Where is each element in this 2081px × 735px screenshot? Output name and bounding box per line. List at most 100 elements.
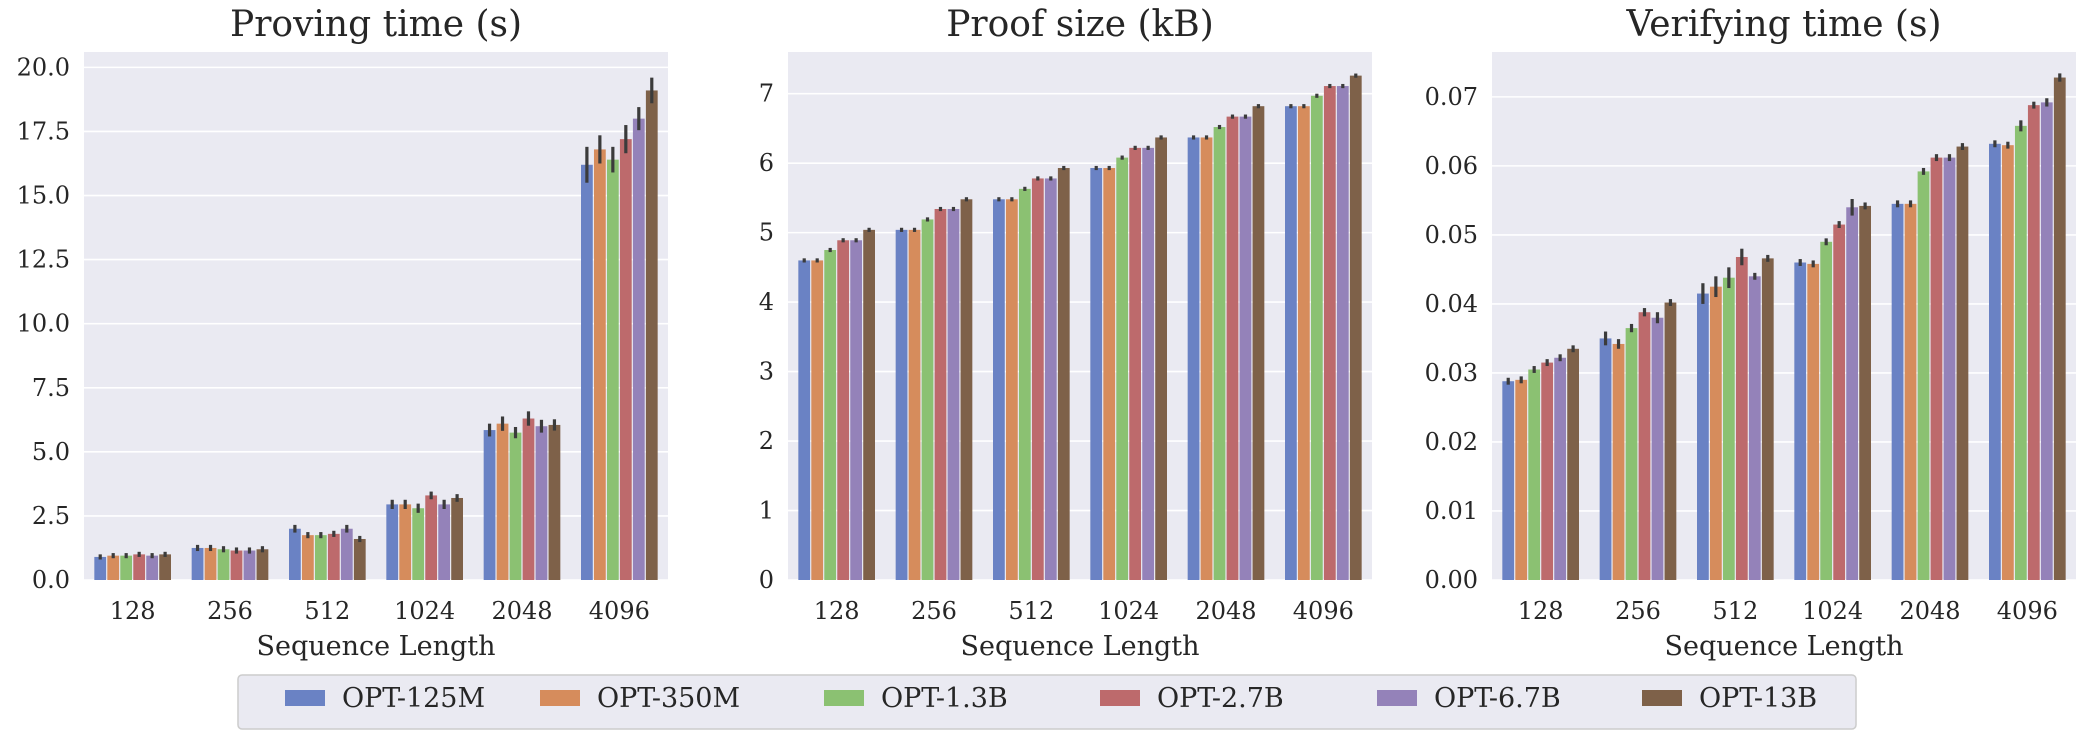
bars — [1502, 77, 2066, 581]
bar — [256, 549, 269, 580]
x-tick-label: 256 — [1615, 597, 1661, 625]
y-tick-label: 12.5 — [17, 246, 70, 274]
x-tick-label: 1024 — [1098, 597, 1159, 625]
bar — [934, 209, 947, 580]
chart-verifying-time: Verifying time (s) 0.000.010.020.030.040… — [1425, 4, 2076, 662]
bar — [1599, 338, 1612, 580]
bar — [1103, 168, 1116, 580]
bar — [159, 554, 171, 580]
bar — [1018, 188, 1031, 580]
chart-proving-time: Proving time (s) 0.0 2.5 5.0 7.5 10.0 12.5 15.… — [17, 4, 668, 662]
y-tick-label: 6 — [759, 149, 774, 177]
bar — [1239, 116, 1252, 580]
bar — [2027, 105, 2040, 581]
bar — [1116, 157, 1129, 580]
bar — [1904, 203, 1917, 580]
bar — [1748, 276, 1761, 580]
plot-area — [84, 52, 668, 580]
bar — [230, 550, 243, 580]
bar — [947, 209, 960, 580]
bar — [1323, 86, 1336, 580]
bar — [146, 555, 159, 580]
bar — [960, 199, 973, 580]
x-tick-label: 256 — [911, 597, 957, 625]
y-tick-label: 5.0 — [32, 438, 70, 466]
bar — [1349, 75, 1362, 580]
bar — [1285, 106, 1297, 580]
x-tick-label: 2048 — [491, 597, 552, 625]
bar — [1956, 146, 1969, 580]
y-tick-label: 0.07 — [1425, 83, 1478, 111]
bar — [314, 535, 327, 580]
y-tick-label: 0.0 — [32, 566, 70, 594]
bar — [1989, 143, 2001, 580]
bar — [451, 497, 463, 580]
y-tick-label: 0.01 — [1425, 497, 1478, 525]
y-tick-label: 4 — [759, 288, 774, 316]
legend-label: OPT-350M — [597, 683, 740, 714]
bar — [1833, 224, 1846, 581]
bar — [1638, 312, 1651, 580]
bar — [509, 432, 522, 580]
bar — [1891, 203, 1904, 580]
error-bars — [802, 73, 1358, 263]
bar — [798, 260, 811, 580]
bar — [1515, 379, 1528, 580]
bar — [1761, 258, 1774, 580]
bar — [824, 250, 837, 580]
y-tick-label: 5 — [759, 219, 774, 247]
y-tick-label: 0.03 — [1425, 359, 1478, 387]
y-tick-label: 15.0 — [17, 182, 70, 210]
bar — [606, 159, 619, 580]
bar — [1129, 147, 1142, 580]
bar — [1820, 241, 1833, 580]
legend-label: OPT-125M — [342, 683, 485, 714]
y-tick-label: 0.00 — [1425, 566, 1478, 594]
bar — [2001, 145, 2014, 581]
bar — [619, 139, 632, 580]
error-bars — [98, 77, 654, 560]
y-tick-label: 0.04 — [1425, 290, 1478, 318]
bar — [1735, 256, 1748, 580]
x-tick-label: 4096 — [1997, 597, 2058, 625]
plot-area — [788, 52, 1372, 580]
bar — [438, 504, 451, 580]
legend-items: OPT-125M OPT-350M OPT-1.3B OPT-2.7B OPT-6.7B… — [285, 683, 1817, 714]
x-tick-labels: 128 256 512 1024 2048 4096 — [1518, 597, 2058, 625]
x-axis-label: Sequence Length — [960, 631, 1199, 662]
error-bars — [1506, 73, 2062, 385]
x-tick-label: 128 — [814, 597, 860, 625]
bar — [1310, 95, 1323, 580]
bar — [1859, 205, 1871, 580]
x-tick-label: 512 — [1712, 597, 1758, 625]
bar — [1528, 369, 1541, 580]
chart-title: Proof size (kB) — [946, 4, 1214, 45]
bar — [1155, 137, 1167, 580]
bar — [1142, 147, 1155, 580]
bar — [2053, 77, 2066, 580]
legend-label: OPT-6.7B — [1434, 683, 1561, 714]
bar — [1554, 357, 1567, 580]
legend-swatch — [540, 690, 580, 706]
legend-label: OPT-2.7B — [1157, 683, 1284, 714]
bar — [1625, 328, 1638, 580]
y-tick-label: 2.5 — [32, 502, 70, 530]
bar — [1226, 116, 1239, 580]
bar — [1044, 178, 1057, 580]
x-tick-label: 2048 — [1899, 597, 1960, 625]
y-tick-label: 10.0 — [17, 310, 70, 338]
y-tick-labels: 0.0 2.5 5.0 7.5 10.0 12.5 15.0 17.5 20.0 — [17, 53, 70, 594]
bar — [1252, 106, 1265, 580]
legend-label: OPT-1.3B — [881, 683, 1008, 714]
bar — [1664, 302, 1677, 580]
bar — [1846, 207, 1859, 580]
bar — [204, 547, 217, 580]
y-tick-label: 0.05 — [1425, 221, 1478, 249]
bar — [353, 538, 366, 580]
bars — [94, 90, 658, 581]
bar — [1612, 343, 1625, 580]
bar — [386, 504, 399, 580]
y-tick-label: 0.06 — [1425, 152, 1478, 180]
x-tick-label: 512 — [1008, 597, 1054, 625]
bar — [1709, 286, 1722, 580]
